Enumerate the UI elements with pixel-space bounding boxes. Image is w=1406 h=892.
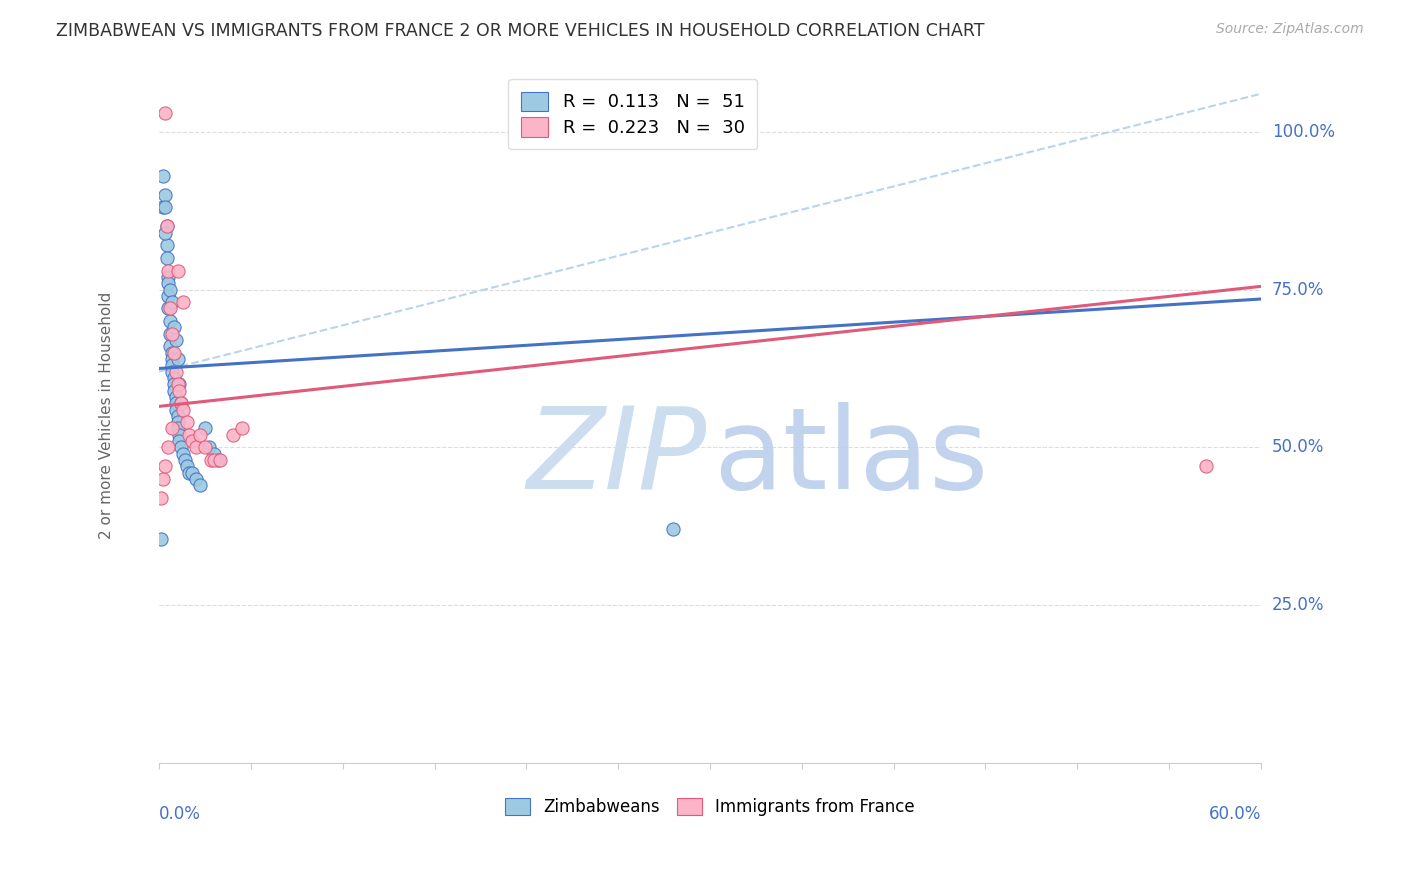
Point — [159, 339, 181, 353]
Point — [181, 434, 204, 448]
Point — [166, 263, 188, 277]
Point — [184, 441, 207, 455]
Point — [197, 441, 219, 455]
Point — [160, 359, 183, 373]
Point — [153, 459, 176, 474]
Point — [173, 453, 195, 467]
Point — [160, 295, 183, 310]
Point — [157, 289, 180, 303]
Point — [163, 377, 186, 392]
Point — [157, 441, 180, 455]
Point — [177, 427, 200, 442]
Point — [169, 434, 191, 448]
Point — [177, 466, 200, 480]
Point — [155, 251, 177, 265]
Point — [194, 441, 217, 455]
Point — [169, 427, 191, 442]
Point — [181, 466, 204, 480]
Point — [172, 447, 194, 461]
Point — [159, 283, 181, 297]
Point — [149, 491, 172, 505]
Point — [165, 333, 187, 347]
Point — [165, 396, 187, 410]
Point — [160, 365, 183, 379]
Point — [176, 415, 198, 429]
Text: 100.0%: 100.0% — [1272, 123, 1334, 141]
Point — [155, 238, 177, 252]
Point — [157, 263, 180, 277]
Text: 50.0%: 50.0% — [1272, 438, 1324, 457]
Point — [172, 402, 194, 417]
Text: 60.0%: 60.0% — [1209, 805, 1261, 822]
Legend: Zimbabweans, Immigrants from France: Zimbabweans, Immigrants from France — [496, 789, 924, 824]
Point — [160, 351, 183, 366]
Point — [207, 453, 229, 467]
Text: 2 or more Vehicles in Household: 2 or more Vehicles in Household — [98, 293, 114, 540]
Text: 0.0%: 0.0% — [159, 805, 201, 822]
Point — [169, 377, 191, 392]
Point — [202, 447, 225, 461]
Point — [176, 459, 198, 474]
Point — [163, 320, 186, 334]
Point — [160, 326, 183, 341]
Point — [159, 314, 181, 328]
Point — [166, 421, 188, 435]
Point — [155, 219, 177, 234]
Point — [153, 105, 176, 120]
Point — [163, 384, 186, 398]
Point — [194, 421, 217, 435]
Text: Source: ZipAtlas.com: Source: ZipAtlas.com — [1216, 22, 1364, 37]
Point — [165, 390, 187, 404]
Point — [184, 472, 207, 486]
Point — [202, 453, 225, 467]
Point — [165, 402, 187, 417]
Point — [166, 409, 188, 423]
Point — [157, 301, 180, 316]
Point — [166, 415, 188, 429]
Point — [152, 472, 174, 486]
Point — [166, 351, 188, 366]
Text: atlas: atlas — [713, 402, 988, 513]
Text: ZIMBABWEAN VS IMMIGRANTS FROM FRANCE 2 OR MORE VEHICLES IN HOUSEHOLD CORRELATION: ZIMBABWEAN VS IMMIGRANTS FROM FRANCE 2 O… — [56, 22, 984, 40]
Point — [188, 478, 211, 492]
Point — [172, 295, 194, 310]
Point — [160, 421, 183, 435]
Point — [221, 427, 243, 442]
Point — [157, 269, 180, 284]
Point — [170, 441, 193, 455]
Point — [1195, 459, 1218, 474]
Point — [200, 453, 222, 467]
Point — [160, 345, 183, 359]
Point — [152, 201, 174, 215]
Text: ZIP: ZIP — [526, 402, 707, 513]
Point — [165, 365, 187, 379]
Point — [231, 421, 253, 435]
Point — [188, 427, 211, 442]
Point — [169, 384, 191, 398]
Point — [152, 169, 174, 183]
Point — [163, 345, 186, 359]
Point — [150, 532, 173, 546]
Text: 75.0%: 75.0% — [1272, 280, 1324, 299]
Point — [170, 396, 193, 410]
Point — [662, 523, 685, 537]
Point — [159, 301, 181, 316]
Point — [170, 396, 193, 410]
Point — [157, 277, 180, 291]
Text: 25.0%: 25.0% — [1272, 596, 1324, 615]
Point — [153, 187, 176, 202]
Point — [163, 371, 186, 385]
Point — [155, 219, 177, 234]
Point — [208, 453, 231, 467]
Point — [159, 326, 181, 341]
Point — [153, 201, 176, 215]
Point — [166, 377, 188, 392]
Point — [153, 226, 176, 240]
